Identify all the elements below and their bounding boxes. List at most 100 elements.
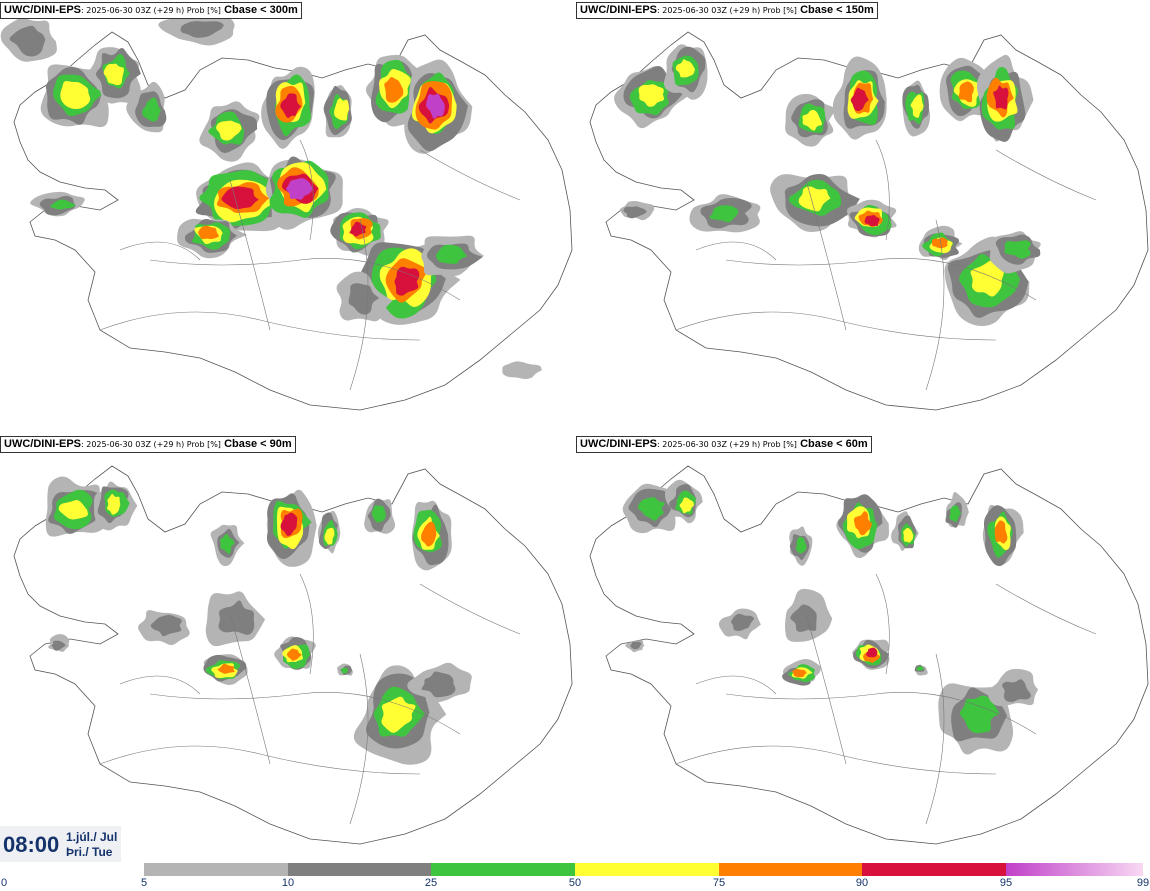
probability-contour bbox=[731, 613, 754, 631]
run-info: : 2025-06-30 03Z (+29 h) Prob [%] bbox=[657, 440, 797, 449]
probability-area bbox=[989, 231, 1041, 274]
probability-area bbox=[944, 236, 1030, 327]
probability-contour bbox=[198, 225, 219, 240]
road-line bbox=[725, 258, 1037, 301]
probability-area bbox=[982, 504, 1024, 567]
probability-area bbox=[336, 271, 393, 322]
probability-area bbox=[421, 235, 484, 277]
probability-contour bbox=[994, 520, 1008, 544]
probability-area bbox=[836, 494, 890, 559]
map-panel-cbase-150: UWC/DINI-EPS: 2025-06-30 03Z (+29 h) Pro… bbox=[576, 0, 1150, 430]
probability-area bbox=[158, 15, 235, 46]
probability-contour bbox=[949, 505, 962, 523]
probability-area bbox=[663, 44, 708, 100]
panel-title: UWC/DINI-EPS: 2025-06-30 03Z (+29 h) Pro… bbox=[576, 2, 878, 19]
probability-contour bbox=[324, 527, 335, 545]
probability-area bbox=[199, 101, 260, 162]
probability-contour bbox=[1002, 679, 1031, 703]
probability-contour bbox=[502, 361, 542, 379]
probability-contour bbox=[910, 94, 924, 118]
probability-contour bbox=[216, 120, 242, 141]
probability-area bbox=[784, 588, 833, 642]
probability-contour bbox=[792, 668, 807, 678]
probability-contour bbox=[959, 695, 1000, 734]
colorbar-segment bbox=[144, 863, 288, 876]
probability-contour bbox=[993, 85, 1009, 110]
probability-area bbox=[939, 57, 991, 122]
probability-area bbox=[619, 200, 655, 221]
variable-label: Cbase < 150m bbox=[800, 4, 874, 16]
probability-contour bbox=[348, 283, 380, 315]
road-line bbox=[119, 241, 201, 261]
colorbar-segment bbox=[862, 863, 1006, 876]
probability-contour bbox=[853, 511, 873, 536]
probability-area bbox=[126, 81, 167, 133]
probability-contour bbox=[903, 527, 914, 543]
colorbar-tick-label: 50 bbox=[568, 877, 582, 889]
iceland-probability-map bbox=[0, 15, 573, 411]
road-line bbox=[875, 139, 890, 241]
road-line bbox=[299, 139, 314, 241]
road-line bbox=[805, 179, 847, 331]
road-line bbox=[229, 179, 271, 331]
map-panel-cbase-300: UWC/DINI-EPS: 2025-06-30 03Z (+29 h) Pro… bbox=[0, 0, 574, 430]
colorbar-tick-label: 10 bbox=[281, 877, 295, 889]
probability-area bbox=[664, 479, 703, 524]
probability-area bbox=[945, 492, 969, 528]
valid-weekday: Þri./ Tue bbox=[66, 845, 113, 859]
road-line bbox=[675, 311, 997, 341]
probability-area bbox=[210, 524, 245, 567]
probability-area bbox=[337, 663, 353, 676]
colorbar-segment bbox=[1006, 863, 1143, 876]
probability-area bbox=[846, 199, 897, 238]
probability-contour bbox=[916, 666, 924, 671]
probability-area bbox=[622, 483, 678, 534]
probability-contour bbox=[150, 614, 182, 637]
road-line bbox=[419, 149, 521, 201]
valid-time-clock: 08:00 bbox=[3, 832, 60, 857]
probability-area bbox=[30, 191, 85, 217]
probability-contour bbox=[436, 244, 468, 264]
probability-area bbox=[261, 66, 315, 149]
probability-contour bbox=[675, 59, 695, 78]
road-line bbox=[149, 258, 461, 301]
probability-contour bbox=[970, 260, 1004, 297]
valid-date: 1.júl./ Jul bbox=[66, 830, 118, 844]
probability-contour bbox=[802, 109, 823, 131]
probability-contour bbox=[280, 93, 301, 119]
road-line bbox=[349, 219, 369, 391]
probability-area bbox=[832, 56, 887, 140]
probability-contour bbox=[51, 640, 66, 651]
probability-contour bbox=[637, 497, 665, 521]
probability-contour bbox=[218, 600, 255, 635]
road-line bbox=[875, 573, 890, 675]
colorbar-tick-label: 5 bbox=[140, 877, 148, 889]
probability-area bbox=[205, 591, 266, 647]
colorbar-segment bbox=[288, 863, 431, 876]
variable-label: Cbase < 90m bbox=[224, 438, 292, 450]
probability-area bbox=[407, 662, 472, 703]
panel-title: UWC/DINI-EPS: 2025-06-30 03Z (+29 h) Pro… bbox=[0, 2, 302, 19]
probability-contour bbox=[790, 604, 817, 632]
run-info: : 2025-06-30 03Z (+29 h) Prob [%] bbox=[81, 6, 221, 15]
probability-area bbox=[852, 639, 890, 670]
colorbar-segment bbox=[719, 863, 862, 876]
road-line bbox=[695, 241, 777, 261]
probability-contour bbox=[286, 178, 313, 200]
road-line bbox=[695, 675, 777, 695]
model-name: UWC/DINI-EPS bbox=[4, 438, 81, 450]
probability-area bbox=[203, 654, 248, 685]
probability-contour bbox=[58, 500, 88, 520]
road-line bbox=[99, 745, 421, 775]
probability-area bbox=[718, 608, 761, 640]
run-info: : 2025-06-30 03Z (+29 h) Prob [%] bbox=[81, 440, 221, 449]
model-name: UWC/DINI-EPS bbox=[4, 4, 81, 16]
iceland-probability-map bbox=[589, 31, 1149, 411]
probability-area bbox=[323, 85, 352, 138]
probability-contour bbox=[866, 647, 878, 658]
colorbar-tick-label: 75 bbox=[712, 877, 726, 889]
probability-area bbox=[914, 664, 928, 676]
probability-contour bbox=[381, 696, 416, 733]
probability-area bbox=[94, 481, 138, 531]
probability-contour bbox=[931, 237, 948, 249]
